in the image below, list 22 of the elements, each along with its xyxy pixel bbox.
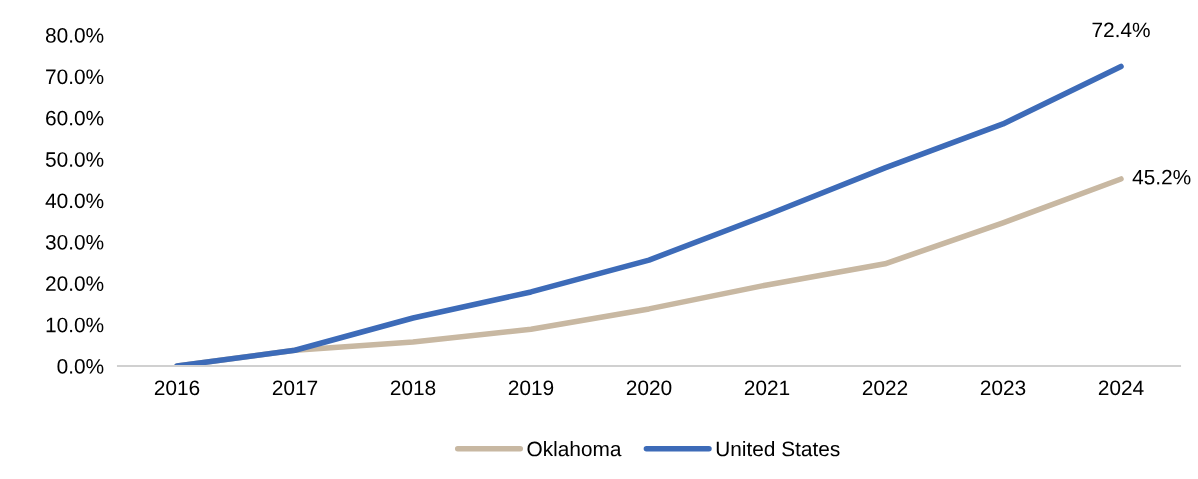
legend-label: United States: [716, 441, 840, 457]
y-tick-label: 30.0%: [45, 234, 104, 250]
y-tick-label: 40.0%: [45, 193, 104, 209]
y-tick-label: 70.0%: [46, 69, 104, 85]
x-tick-label: 2020: [626, 380, 672, 396]
x-tick-label: 2023: [980, 380, 1026, 396]
x-tick-label: 2017: [272, 380, 318, 396]
y-tick-label: 60.0%: [46, 110, 104, 126]
y-tick-label: 50.0%: [45, 152, 104, 167]
x-tick-label: 2021: [744, 380, 790, 396]
legend-label: Oklahoma: [527, 441, 622, 457]
y-tick-label: 10.0%: [46, 317, 104, 333]
x-tick-label: 2024: [1098, 380, 1144, 396]
x-tick-label: 2018: [390, 380, 436, 396]
y-tick-label: 80.0%: [45, 28, 104, 43]
data-label: 45.2%: [1132, 169, 1191, 185]
x-tick-label: 2022: [862, 380, 908, 396]
data-label: 72.4%: [1092, 22, 1150, 38]
x-tick-label: 2019: [508, 380, 554, 396]
x-tick-label: 2016: [154, 380, 200, 396]
y-tick-label: 0.0%: [57, 359, 104, 374]
y-tick-label: 20.0%: [46, 276, 104, 291]
